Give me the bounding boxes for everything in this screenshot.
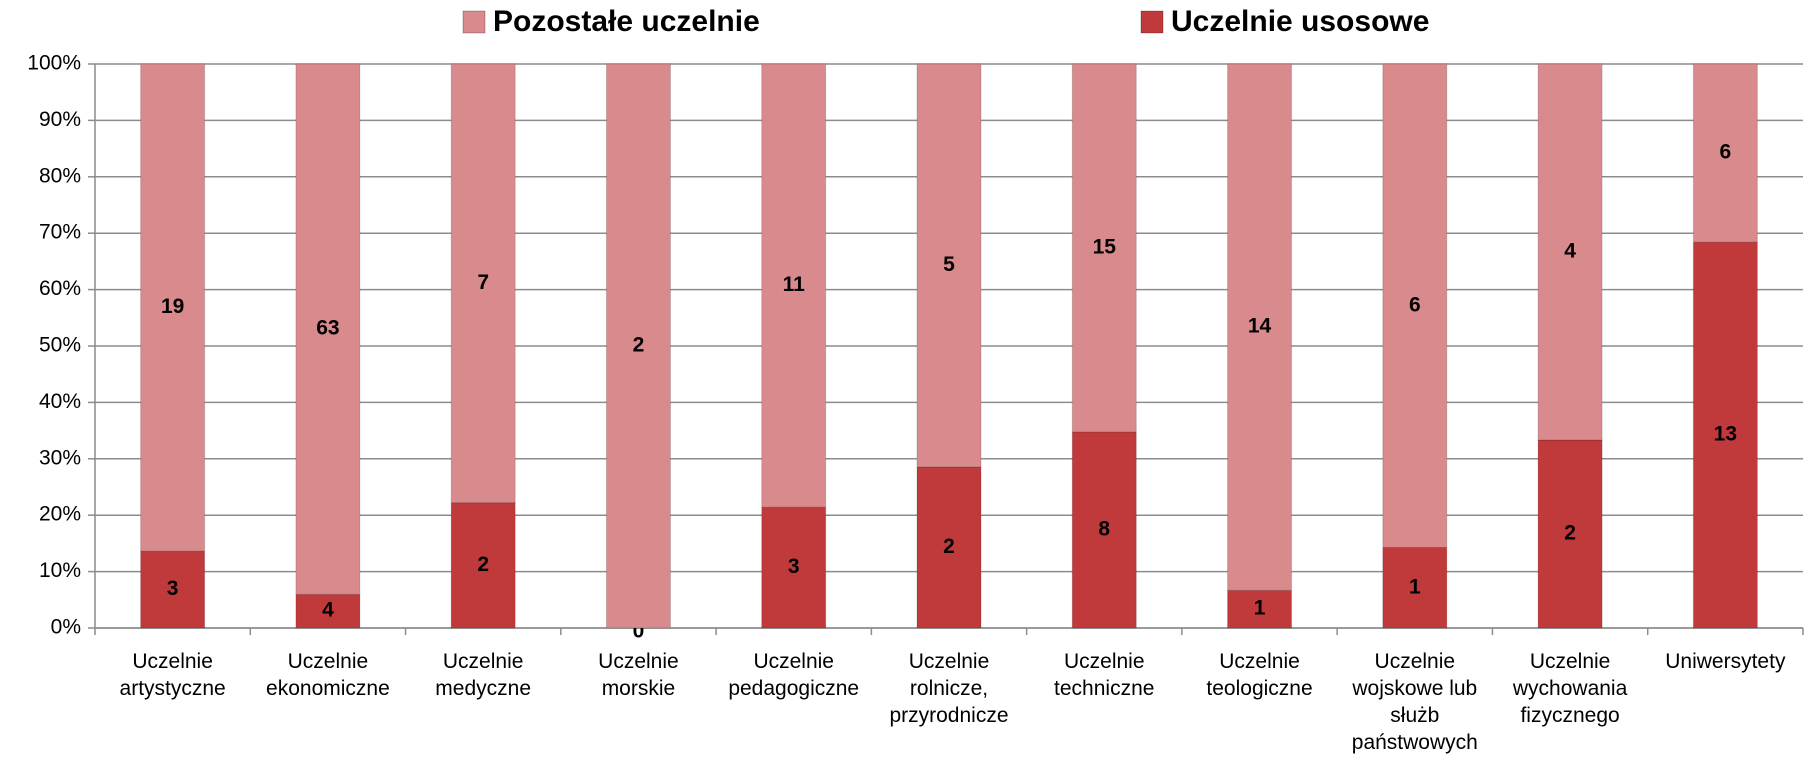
data-label: 2 — [943, 535, 955, 558]
x-tick-label: Uczelnie wojskowe lub służb państwowych — [1351, 650, 1478, 754]
data-label: 4 — [322, 599, 334, 622]
y-tick-label: 20% — [39, 503, 81, 526]
y-tick-label: 60% — [39, 277, 81, 300]
x-tick-label: Uczelnie wychowania fizycznego — [1512, 650, 1628, 727]
data-label: 19 — [161, 295, 184, 318]
data-label: 15 — [1093, 235, 1117, 258]
data-label: 6 — [1720, 141, 1732, 164]
x-tick-label: Uczelnie medyczne — [435, 650, 532, 700]
data-label: 2 — [633, 334, 645, 357]
bar-segment — [450, 502, 516, 629]
x-tick-label: Uczelnie teologiczne — [1206, 650, 1313, 700]
data-label: 2 — [1564, 522, 1576, 545]
bar-segment — [1692, 63, 1758, 243]
y-tick-label: 40% — [39, 390, 81, 413]
y-tick-label: 0% — [51, 616, 81, 639]
bar-segment — [140, 550, 206, 629]
bar-segment — [1537, 63, 1603, 441]
y-tick-label: 90% — [39, 108, 81, 131]
bar-segment — [916, 466, 982, 629]
y-tick-label: 80% — [39, 164, 81, 187]
legend-swatch — [462, 10, 486, 34]
y-tick-label: 10% — [39, 559, 81, 582]
bar-segment — [1692, 241, 1758, 629]
x-tick-label: Uczelnie rolnicze, przyrodnicze — [889, 650, 1009, 727]
data-label: 2 — [477, 553, 489, 576]
data-label: 7 — [477, 271, 489, 294]
bar-segment — [1071, 63, 1137, 433]
y-tick-label: 50% — [39, 334, 81, 357]
x-tick-label: Uczelnie artystyczne — [119, 650, 226, 700]
data-label: 8 — [1098, 517, 1110, 540]
y-tick-label: 70% — [39, 221, 81, 244]
y-tick-label: 100% — [27, 52, 81, 75]
bar-segment — [1227, 63, 1293, 591]
bar-segment — [1227, 589, 1293, 629]
data-label: 0 — [633, 620, 645, 643]
bar-segment — [916, 63, 982, 468]
x-tick-label: Uczelnie ekonomiczne — [266, 650, 390, 700]
data-label: 14 — [1248, 315, 1272, 338]
data-label: 1 — [1409, 575, 1421, 598]
bar-segment — [761, 506, 827, 629]
data-label: 3 — [167, 577, 179, 600]
data-label: 6 — [1409, 293, 1421, 316]
bar-segment — [1071, 431, 1137, 629]
bar-segment — [140, 63, 206, 552]
legend-label: Uczelnie usosowe — [1171, 5, 1429, 38]
bar-segment — [295, 593, 361, 629]
bar-segment — [1537, 439, 1603, 629]
x-tick-label: Uniwersytety — [1665, 650, 1786, 673]
bar-segment — [761, 63, 827, 508]
data-label: 63 — [316, 317, 339, 340]
y-tick-label: 30% — [39, 446, 81, 469]
x-tick-label: Uczelnie pedagogiczne — [728, 650, 860, 700]
data-label: 4 — [1564, 240, 1576, 263]
legend-swatch — [1140, 10, 1164, 34]
legend-label: Pozostałe uczelnie — [493, 5, 760, 38]
data-label: 13 — [1714, 423, 1737, 446]
data-label: 3 — [788, 555, 800, 578]
bar-segment — [1382, 546, 1448, 629]
bar-segment — [605, 63, 671, 629]
x-tick-label: Uczelnie techniczne — [1054, 650, 1155, 700]
data-label: 5 — [943, 253, 955, 276]
x-tick-label: Uczelnie morskie — [598, 650, 679, 700]
bar-segment — [295, 63, 361, 595]
bar-segment — [1382, 63, 1448, 548]
data-label: 11 — [783, 273, 806, 296]
bar-segment — [450, 63, 516, 504]
data-label: 1 — [1254, 597, 1266, 620]
